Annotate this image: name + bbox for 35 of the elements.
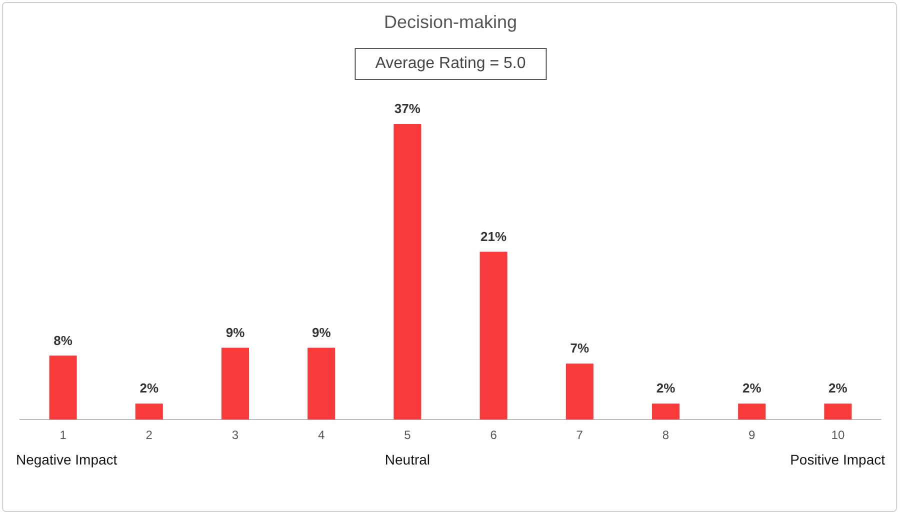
x-tick-label: 10 xyxy=(831,428,845,442)
data-label: 2% xyxy=(656,380,676,396)
x-tick-label: 1 xyxy=(60,428,67,442)
data-label: 9% xyxy=(312,324,332,340)
bar xyxy=(394,124,422,420)
data-label: 8% xyxy=(54,332,73,348)
bar xyxy=(652,404,680,420)
bar xyxy=(308,348,336,420)
x-tick-label: 7 xyxy=(576,428,584,442)
bar xyxy=(135,404,163,420)
chart-subtitle: Average Rating = 5.0 xyxy=(354,48,547,80)
data-label: 9% xyxy=(226,324,246,340)
bar xyxy=(221,348,250,420)
chart-title: Decision-making xyxy=(382,12,518,33)
bar xyxy=(49,356,77,420)
x-tick-label: 4 xyxy=(318,428,326,442)
x-tick-label: 8 xyxy=(662,428,670,442)
data-label: 2% xyxy=(140,380,159,396)
data-label: 21% xyxy=(480,228,507,244)
x-tick-label: 9 xyxy=(748,428,756,442)
bar xyxy=(738,404,766,420)
data-label: 37% xyxy=(394,101,421,116)
x-tick-label: 3 xyxy=(232,428,239,442)
bar xyxy=(824,404,852,420)
data-label: 2% xyxy=(742,380,762,396)
x-tick-label: 6 xyxy=(490,428,498,442)
text: Neutral xyxy=(384,451,430,468)
x-tick-label: 5 xyxy=(404,428,412,442)
text: Negative Impact xyxy=(16,451,118,468)
data-label: 7% xyxy=(570,340,590,356)
x-tick-label: 2 xyxy=(146,428,153,442)
bar xyxy=(566,364,594,420)
text: Positive Impact xyxy=(790,451,886,468)
data-label: 2% xyxy=(828,380,848,396)
bar xyxy=(480,252,508,420)
